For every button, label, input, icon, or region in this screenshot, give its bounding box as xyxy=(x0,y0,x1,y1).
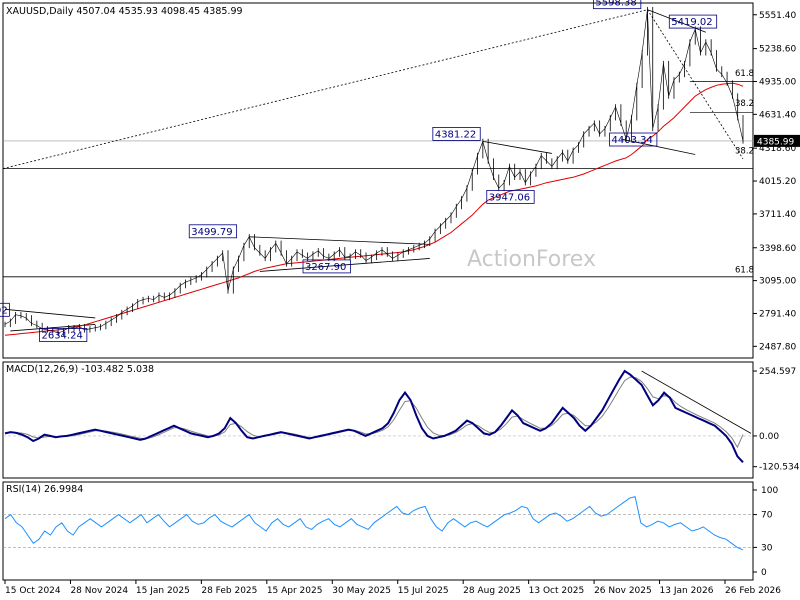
price-annotation-box xyxy=(302,259,351,274)
price-y-tick-label: 4935.00 xyxy=(759,77,796,87)
panel-frames xyxy=(2,2,754,581)
price-panel: ActionForex 61.8 38.2 38.2 61.8 5598.38 5419.0… xyxy=(0,0,800,352)
rsi-header: RSI(14) 26.9984 xyxy=(6,484,83,495)
pattern-trendline xyxy=(620,138,696,155)
price-annotation-label: 5419.02 xyxy=(671,17,712,28)
price-annotation-box xyxy=(39,328,88,342)
pattern-trendline xyxy=(249,236,430,245)
price-annotation-label: 5598.38 xyxy=(595,0,636,9)
x-tick-label: 26 Nov 2025 xyxy=(594,586,652,596)
fib-label: 38.2 xyxy=(735,99,754,109)
x-tick-label: 28 Nov 2024 xyxy=(70,586,128,596)
rsi-y-tick-label: 100 xyxy=(761,486,778,496)
price-y-tick-label: 3711.40 xyxy=(759,210,796,220)
price-annotation-label: 92 xyxy=(0,305,8,316)
watermark: ActionForex xyxy=(467,247,596,272)
x-tick-label: 28 Aug 2025 xyxy=(463,586,521,596)
price-y-tick-label: 2487.80 xyxy=(759,342,796,352)
price-annotation-box xyxy=(486,189,535,204)
x-tick-label: 28 Feb 2025 xyxy=(201,586,257,596)
x-tick-label: 30 May 2025 xyxy=(332,586,391,596)
x-tick-label: 13 Jan 2026 xyxy=(660,586,714,596)
price-y-tick-label: 2791.40 xyxy=(759,309,796,319)
rsi-y-tick-label: 30 xyxy=(761,543,773,553)
macd-y-tick-label: 0.00 xyxy=(759,432,779,442)
rsi-frame xyxy=(2,481,754,581)
price-annotation-label: 3947.06 xyxy=(489,192,530,203)
price-y-tick-label: 4318.60 xyxy=(759,144,796,154)
pattern-trendline xyxy=(482,141,552,154)
x-tick-label: 15 Oct 2024 xyxy=(5,586,61,596)
price-annotation-box xyxy=(432,127,481,141)
rsi-panel: 100 70 30 0 RSI(14) 26.9984 xyxy=(3,484,778,578)
price-annotation-box xyxy=(0,302,10,317)
last-price-tag xyxy=(754,134,800,147)
price-y-tick-label: 3398.60 xyxy=(759,244,796,254)
macd-line xyxy=(4,369,744,463)
price-annotation-box xyxy=(593,0,642,10)
dotted-trendline xyxy=(2,9,648,169)
rsi-y-tick-label: 70 xyxy=(761,511,773,521)
fib-label: 38.2 xyxy=(735,147,754,157)
macd-trendline xyxy=(641,370,752,434)
price-annotation-label: 3267.90 xyxy=(305,262,346,273)
macd-y-tick-label: 254.597 xyxy=(759,367,796,377)
fib-label: 61.8 xyxy=(735,69,754,79)
price-annotation-label: 4381.22 xyxy=(435,129,476,140)
x-axis: 15 Oct 2024 28 Nov 2024 15 Jan 2025 28 Feb … xyxy=(4,580,781,596)
x-tick-label: 15 Apr 2025 xyxy=(267,586,323,596)
fib-label: 61.8 xyxy=(735,266,754,276)
price-header: XAUUSD,Daily 4507.04 4535.93 4098.45 438… xyxy=(6,6,243,17)
price-annotation-label: 2634.24 xyxy=(41,330,82,341)
macd-frame xyxy=(2,361,754,479)
price-annotation-box xyxy=(188,224,238,239)
price-frame xyxy=(2,2,754,359)
x-tick-label: 13 Oct 2025 xyxy=(529,586,585,596)
price-annotation-label: 4403.34 xyxy=(612,135,653,146)
pattern-trendline xyxy=(259,258,430,272)
x-tick-label: 15 Jul 2025 xyxy=(398,586,449,596)
price-y-tick-label: 4631.40 xyxy=(759,110,796,120)
price-annotation-label: 3499.79 xyxy=(191,227,232,238)
x-tick-label: 26 Feb 2026 xyxy=(725,586,781,596)
price-y-tick-label: 3095.00 xyxy=(759,277,796,287)
rsi-y-tick-label: 0 xyxy=(761,568,767,578)
rsi-line xyxy=(4,495,744,551)
macd-panel: 254.597 0.00 -120.534 MACD(12,26,9) -103.48… xyxy=(3,364,800,473)
macd-y-tick-label: -120.534 xyxy=(759,463,800,473)
price-annotation-box xyxy=(668,14,718,29)
macd-header: MACD(12,26,9) -103.482 5.038 xyxy=(6,364,154,375)
price-y-tick-label: 4015.20 xyxy=(759,177,796,187)
dotted-retrace-line xyxy=(647,9,744,160)
x-tick-label: 15 Jan 2025 xyxy=(136,586,190,596)
price-y-tick-label: 5238.60 xyxy=(759,45,796,55)
price-line xyxy=(4,9,744,334)
pattern-trendline xyxy=(4,308,96,319)
price-y-tick-label: 5551.40 xyxy=(759,11,796,21)
price-annotation-box xyxy=(609,132,658,147)
last-price-label: 4385.99 xyxy=(757,137,794,147)
